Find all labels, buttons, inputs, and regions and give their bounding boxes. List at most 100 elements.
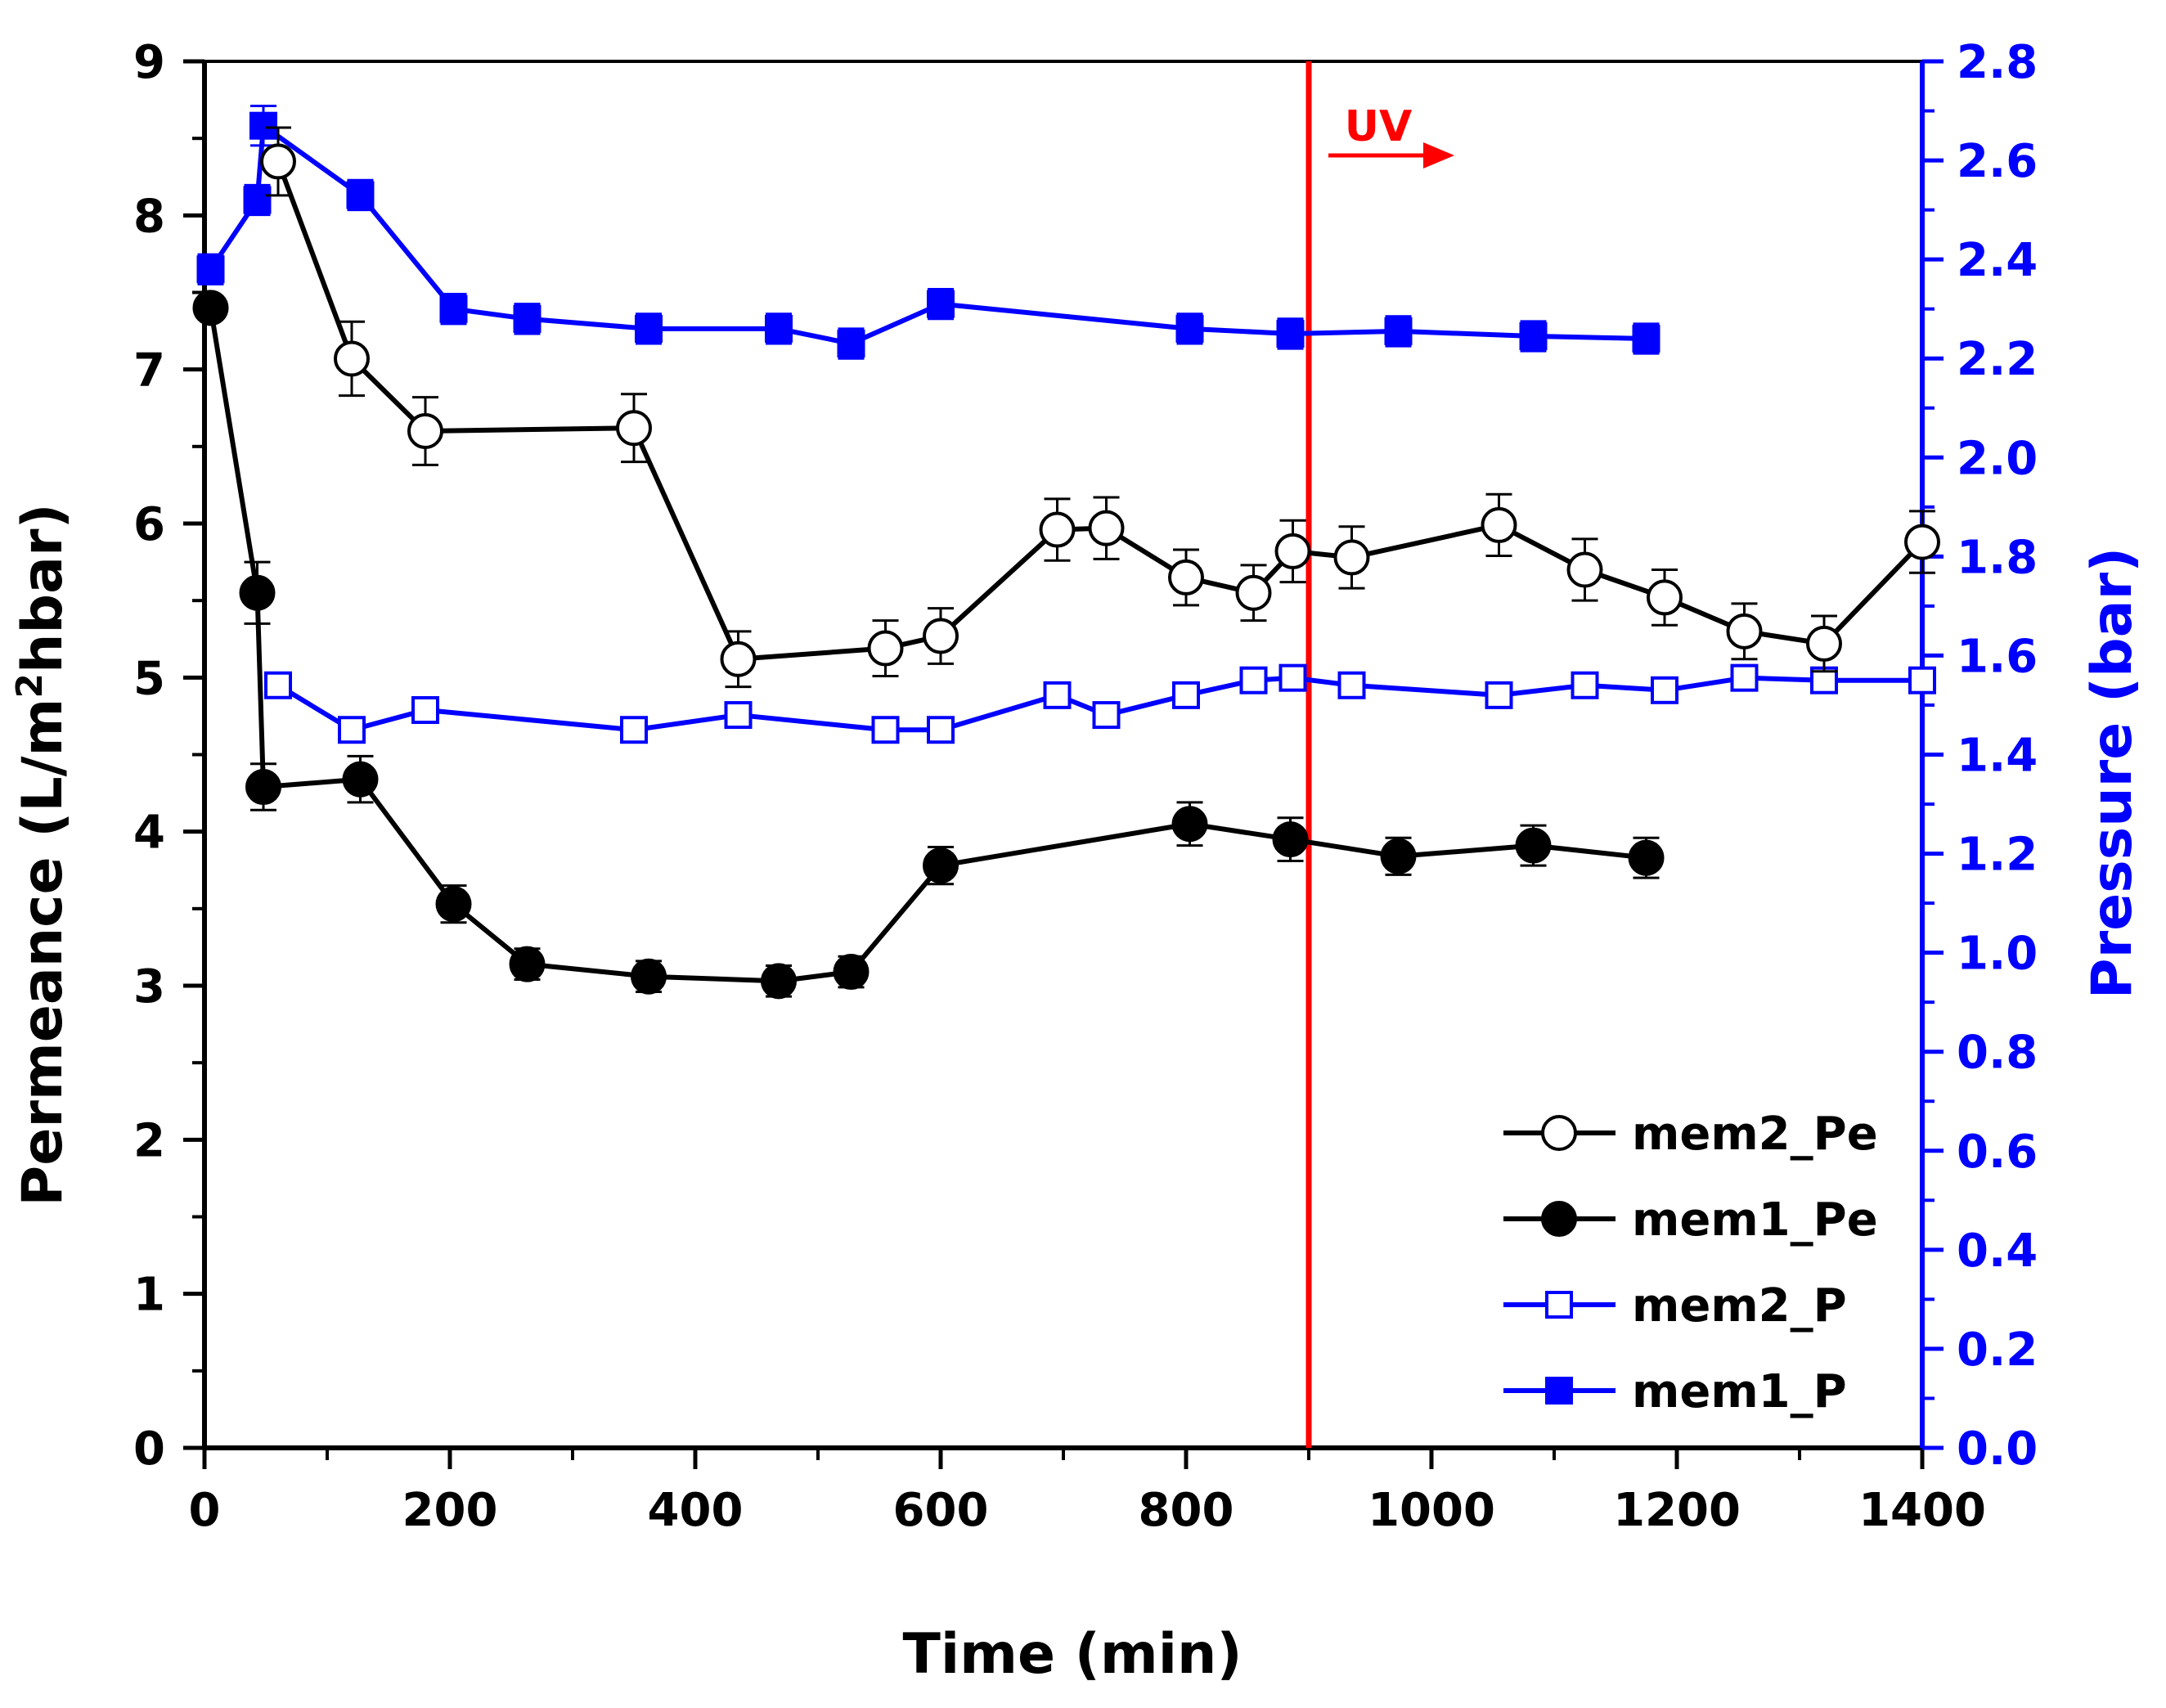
- data-point: [1175, 314, 1204, 343]
- data-point: [1333, 539, 1370, 576]
- data-point: [1168, 559, 1204, 596]
- data-point: [871, 716, 900, 744]
- data-point: [245, 769, 281, 806]
- data-point: [1519, 321, 1548, 350]
- data-point: [260, 143, 296, 180]
- data-point: [1628, 839, 1665, 876]
- data-point: [1092, 701, 1121, 730]
- data-point: [631, 958, 667, 995]
- y-right-tick-label: 1.2: [1957, 829, 2038, 882]
- y-left-tick-label: 7: [133, 344, 165, 398]
- data-point: [407, 413, 443, 449]
- x-tick-label: 1200: [1613, 1484, 1741, 1537]
- data-point: [334, 340, 370, 377]
- data-point: [1515, 827, 1552, 864]
- data-point: [833, 954, 870, 991]
- data-point: [1647, 579, 1683, 616]
- legend-item-mem1_P: mem1_P: [1503, 1365, 1847, 1418]
- x-tick-label: 0: [189, 1484, 221, 1537]
- data-point: [923, 847, 959, 884]
- data-point: [1485, 681, 1513, 709]
- data-point: [1806, 625, 1842, 662]
- data-point: [346, 181, 375, 209]
- legend-item-mem2_Pe: mem2_Pe: [1503, 1108, 1878, 1161]
- data-point: [509, 946, 546, 982]
- y-right-tick-label: 0.8: [1957, 1027, 2038, 1080]
- y-left-tick-label: 6: [133, 498, 165, 551]
- legend-label: mem1_P: [1632, 1365, 1847, 1418]
- legend: mem2_Pe mem1_Pe mem2_P mem1_P: [1503, 1108, 1878, 1418]
- y-right-tick-label: 0.4: [1957, 1225, 2038, 1278]
- data-point: [1566, 551, 1603, 588]
- data-point: [620, 716, 648, 744]
- data-point: [1088, 510, 1125, 546]
- data-point: [927, 716, 955, 744]
- y-left-tick-label: 4: [133, 807, 165, 860]
- data-point: [1039, 511, 1076, 548]
- data-point: [1337, 671, 1366, 699]
- data-point: [1172, 681, 1200, 709]
- data-point: [837, 330, 865, 358]
- x-tick-label: 200: [402, 1484, 498, 1537]
- data-point: [249, 111, 277, 140]
- data-point: [435, 886, 472, 923]
- y-right-tick-label: 2.2: [1957, 333, 2038, 386]
- y-right-tick-label: 0.0: [1957, 1423, 2038, 1476]
- uv-arrow-head: [1423, 142, 1454, 169]
- data-point: [243, 186, 272, 214]
- data-point: [765, 314, 793, 343]
- data-point: [1726, 613, 1763, 649]
- x-tick-label: 800: [1139, 1484, 1234, 1537]
- axes: 0 200 400 600 800 1000 1200 1400 0 1 2 3 4 5 6 7 8 9 0.0 0.…: [133, 36, 2038, 1537]
- series-mem1_P: [196, 104, 1660, 360]
- data-point: [411, 696, 439, 725]
- legend-item-mem1_Pe: mem1_Pe: [1503, 1193, 1878, 1247]
- data-point: [635, 314, 663, 343]
- data-point: [1276, 319, 1305, 348]
- series-mem2_P: [264, 663, 1936, 744]
- data-point: [724, 701, 753, 730]
- data-point: [761, 963, 797, 1000]
- y-axis-right-title: Pressure (bar): [2080, 547, 2145, 999]
- legend-label: mem2_P: [1632, 1279, 1847, 1333]
- data-point: [1235, 574, 1272, 611]
- y-axis-left-title: Permeance (L/m2hbar): [9, 503, 75, 1206]
- legend-item-mem2_P: mem2_P: [1503, 1279, 1847, 1333]
- data-point: [1571, 671, 1599, 699]
- data-point: [192, 290, 229, 326]
- data-point: [1272, 821, 1309, 858]
- data-point: [1904, 524, 1940, 560]
- data-point: [342, 761, 379, 798]
- y-right-tick-label: 1.8: [1957, 531, 2038, 584]
- data-point: [1274, 533, 1311, 569]
- data-point: [1651, 676, 1678, 704]
- legend-label: mem1_Pe: [1632, 1193, 1878, 1247]
- data-point: [1239, 666, 1268, 694]
- x-tick-label: 1000: [1368, 1484, 1495, 1537]
- legend-marker: [1545, 1377, 1573, 1405]
- y-right-tick-label: 0.6: [1957, 1126, 2038, 1179]
- data-point: [264, 671, 292, 699]
- y-axis-left-title-sup: 2: [9, 673, 51, 699]
- x-tick-label: 1400: [1858, 1484, 1986, 1537]
- y-left-tick-label: 1: [133, 1269, 165, 1322]
- y-right-tick-label: 2.6: [1957, 135, 2038, 188]
- uv-annotation: UV: [1305, 61, 1454, 1448]
- y-right-tick-label: 2.0: [1957, 432, 2038, 485]
- y-right-tick-label: 2.4: [1957, 234, 2038, 287]
- y-right-tick-label: 2.8: [1957, 36, 2038, 89]
- data-point: [439, 294, 468, 323]
- data-point: [720, 640, 757, 677]
- data-point: [1380, 838, 1417, 874]
- data-point: [1908, 666, 1936, 694]
- y-left-tick-label: 0: [133, 1423, 165, 1476]
- legend-label: mem2_Pe: [1632, 1108, 1878, 1161]
- data-point: [1730, 663, 1759, 692]
- series-mem2_Pe: [260, 126, 1940, 689]
- data-point: [338, 716, 366, 744]
- y-left-tick-label: 9: [133, 36, 165, 89]
- x-tick-label: 400: [648, 1484, 744, 1537]
- data-point: [1278, 663, 1307, 692]
- y-left-tick-label: 3: [133, 960, 165, 1014]
